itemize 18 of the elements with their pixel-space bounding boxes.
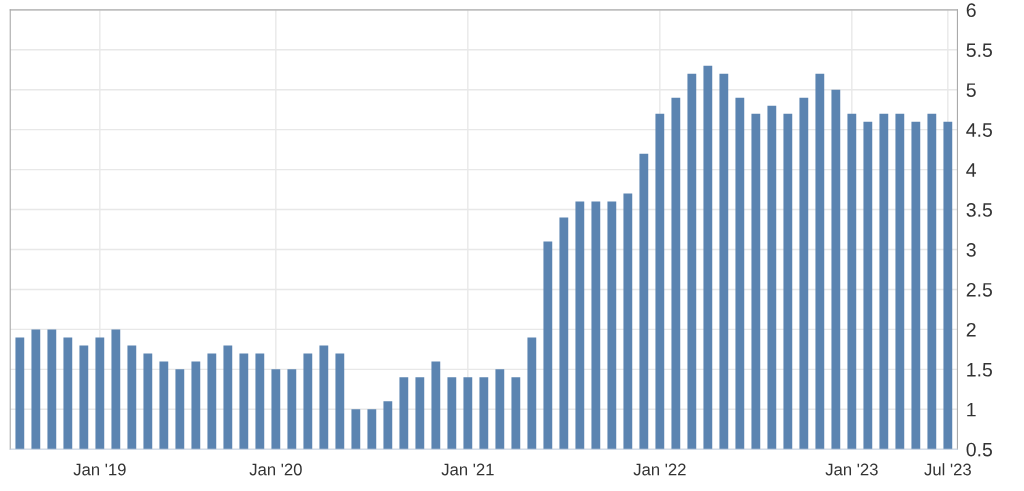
y-tick-label: 1.5 (967, 363, 992, 377)
x-tick-label: Jan '20 (249, 463, 302, 476)
y-tick-label: 1 (967, 402, 976, 417)
x-tick-label: Jan '21 (441, 463, 494, 476)
y-tick-label: 2.5 (966, 282, 992, 297)
y-tick-label: 0.5 (966, 442, 992, 457)
y-tick-label: 5 (966, 83, 976, 97)
x-tick-label: Jul '23 (924, 463, 971, 476)
x-tick-label: Jan '19 (73, 463, 126, 476)
y-tick-label: 4 (966, 163, 977, 177)
y-tick-label: 5.5 (966, 43, 992, 58)
y-tick-label: 4.5 (966, 123, 992, 137)
y-tick-label: 3.5 (966, 203, 992, 217)
y-tick-label: 3 (966, 242, 976, 257)
y-tick-label: 6 (966, 3, 976, 18)
y-tick-label: 2 (966, 322, 976, 337)
x-tick-label: Jan '23 (825, 463, 878, 476)
x-tick-label: Jan '22 (633, 463, 686, 476)
